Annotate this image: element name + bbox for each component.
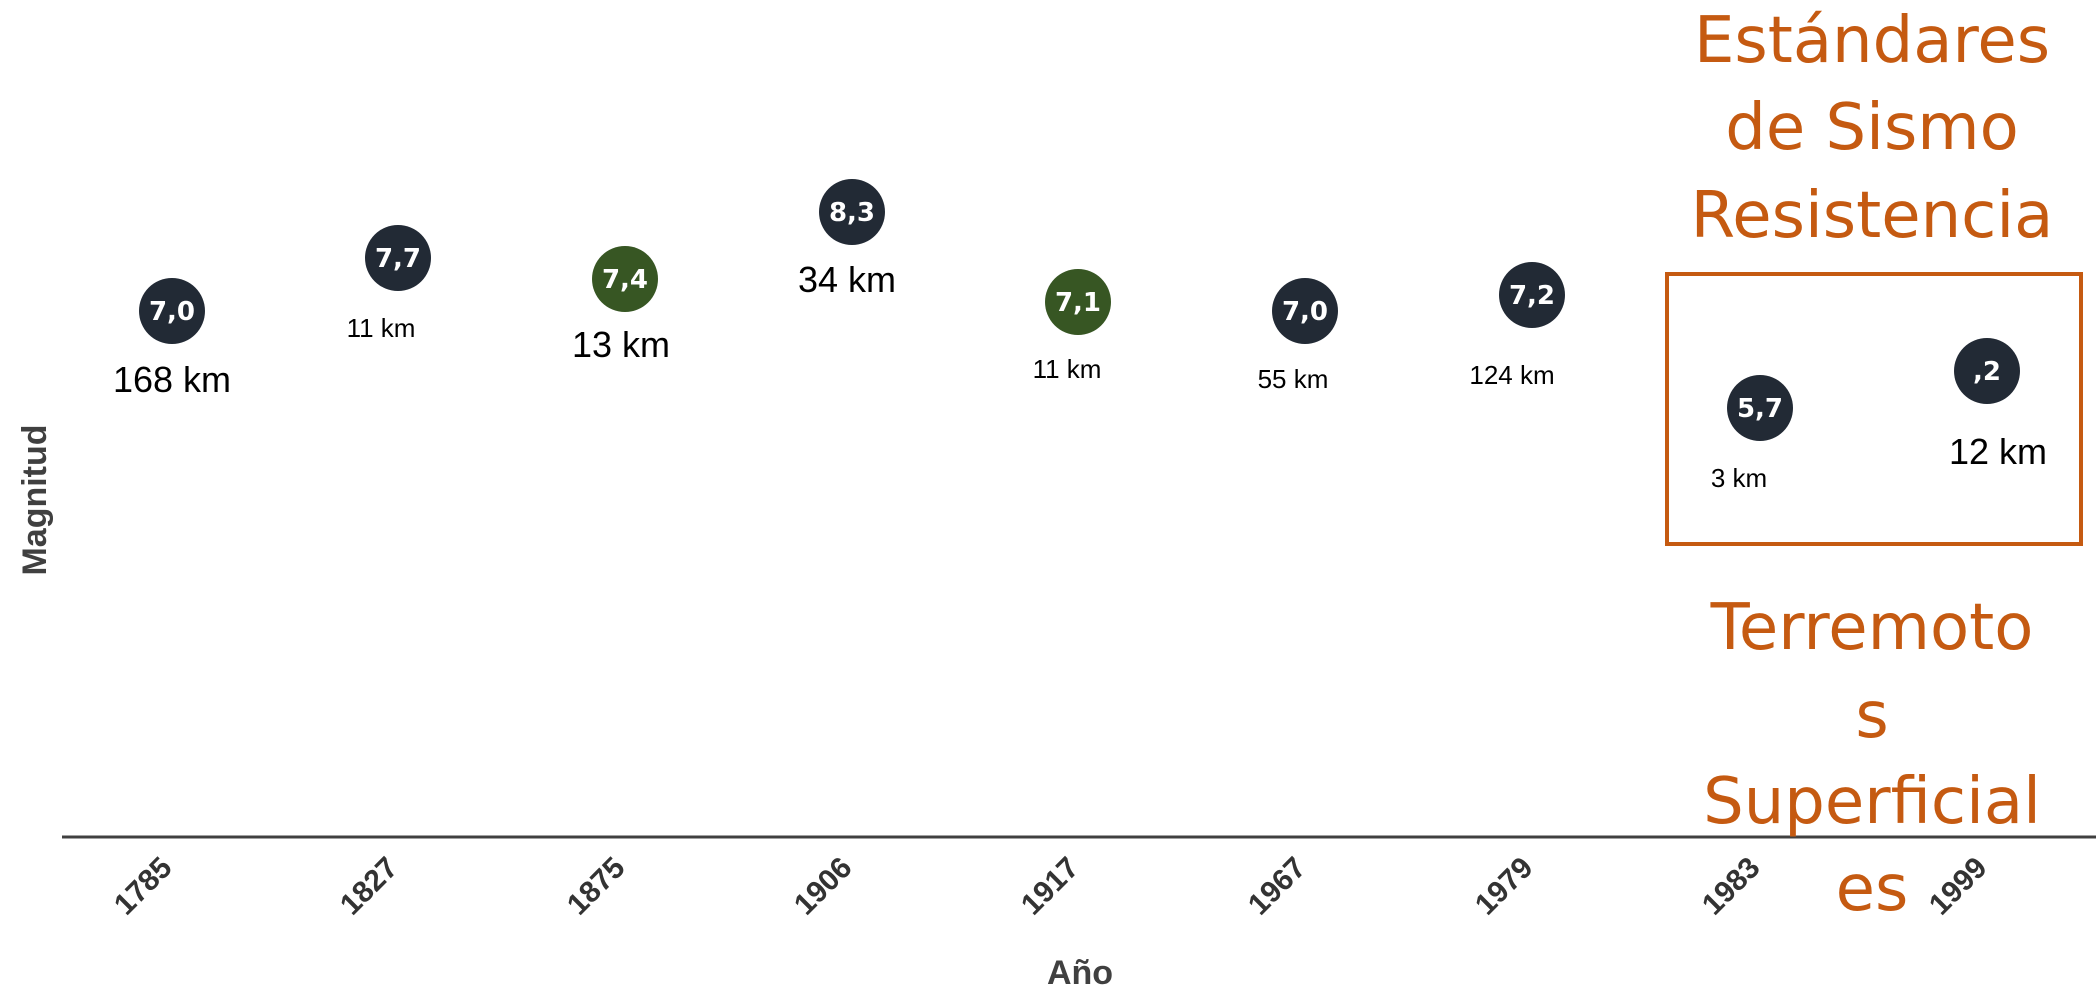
point-magnitude-label: ,2 — [1973, 357, 2001, 387]
data-point: 7,0 55 km — [1258, 278, 1338, 394]
point-magnitude-label: 7,0 — [149, 297, 195, 327]
point-marker — [365, 225, 431, 291]
point-depth-label: 124 km — [1469, 360, 1554, 390]
x-tick-label: 1906 — [788, 851, 859, 922]
point-magnitude-label: 8,3 — [829, 198, 875, 228]
point-marker — [1045, 269, 1111, 335]
point-marker — [1272, 278, 1338, 344]
x-tick-label: 1999 — [1923, 851, 1994, 922]
point-depth-label: 168 km — [113, 359, 231, 400]
data-point: 7,1 11 km — [1033, 269, 1111, 384]
data-point: 8,3 34 km — [798, 179, 896, 300]
point-marker — [139, 278, 205, 344]
point-depth-label: 11 km — [347, 313, 416, 343]
highlight-box — [1665, 272, 2083, 546]
annotation-top-line-2: de Sismo — [1725, 91, 2019, 165]
point-depth-label: 11 km — [1033, 354, 1102, 384]
x-tick-label: 1827 — [334, 851, 405, 922]
point-magnitude-label: 7,7 — [375, 244, 421, 274]
point-marker — [592, 246, 658, 312]
x-tick-label: 1979 — [1469, 851, 1540, 922]
x-tick-labels: 1785 1827 1875 1906 1917 1967 1979 1983 1999 — [108, 851, 1994, 922]
point-marker — [1727, 375, 1793, 441]
point-marker — [1954, 338, 2020, 404]
annotation-top: Estándares de Sismo Resistencia — [1691, 4, 2054, 253]
annotation-bottom-line-2: s — [1855, 679, 1888, 753]
point-magnitude-label: 5,7 — [1737, 394, 1783, 424]
data-points: 7,0 168 km 7,7 11 km 7,4 13 km 8,3 34 km 7,1 11 k… — [113, 179, 2047, 493]
data-point: 7,2 124 km — [1469, 262, 1565, 390]
x-tick-label: 1983 — [1696, 851, 1767, 922]
point-marker — [819, 179, 885, 245]
point-magnitude-label: 7,2 — [1509, 281, 1555, 311]
data-point: 5,7 3 km — [1711, 375, 1793, 493]
point-marker — [1499, 262, 1565, 328]
point-depth-label: 34 km — [798, 259, 896, 300]
x-tick-label: 1917 — [1015, 851, 1086, 922]
point-depth-label: 55 km — [1258, 364, 1329, 394]
x-tick-label: 1875 — [561, 851, 632, 922]
point-depth-label: 13 km — [572, 324, 670, 365]
point-depth-label: 3 km — [1711, 463, 1767, 493]
annotation-top-line-1: Estándares — [1694, 4, 2050, 78]
annotation-bottom: Terremoto s Superficial es — [1703, 591, 2041, 926]
annotation-bottom-line-4: es — [1836, 852, 1909, 926]
point-magnitude-label: 7,4 — [602, 265, 648, 295]
data-point: 7,0 168 km — [113, 278, 231, 400]
data-point: 7,7 11 km — [347, 225, 431, 343]
annotation-top-line-3: Resistencia — [1691, 179, 2054, 253]
data-point: 7,4 13 km — [572, 246, 670, 365]
x-axis-label: Año — [1047, 954, 1113, 992]
x-tick-label: 1967 — [1242, 851, 1313, 922]
point-depth-label: 12 km — [1949, 431, 2047, 472]
x-tick-label: 1785 — [108, 851, 179, 922]
annotation-bottom-line-3: Superficial — [1703, 765, 2041, 839]
y-axis-label: Magnitud — [16, 424, 54, 575]
annotation-bottom-line-1: Terremoto — [1710, 591, 2034, 665]
data-point: ,2 12 km — [1949, 338, 2047, 472]
point-magnitude-label: 7,1 — [1055, 288, 1101, 318]
point-magnitude-label: 7,0 — [1282, 297, 1328, 327]
